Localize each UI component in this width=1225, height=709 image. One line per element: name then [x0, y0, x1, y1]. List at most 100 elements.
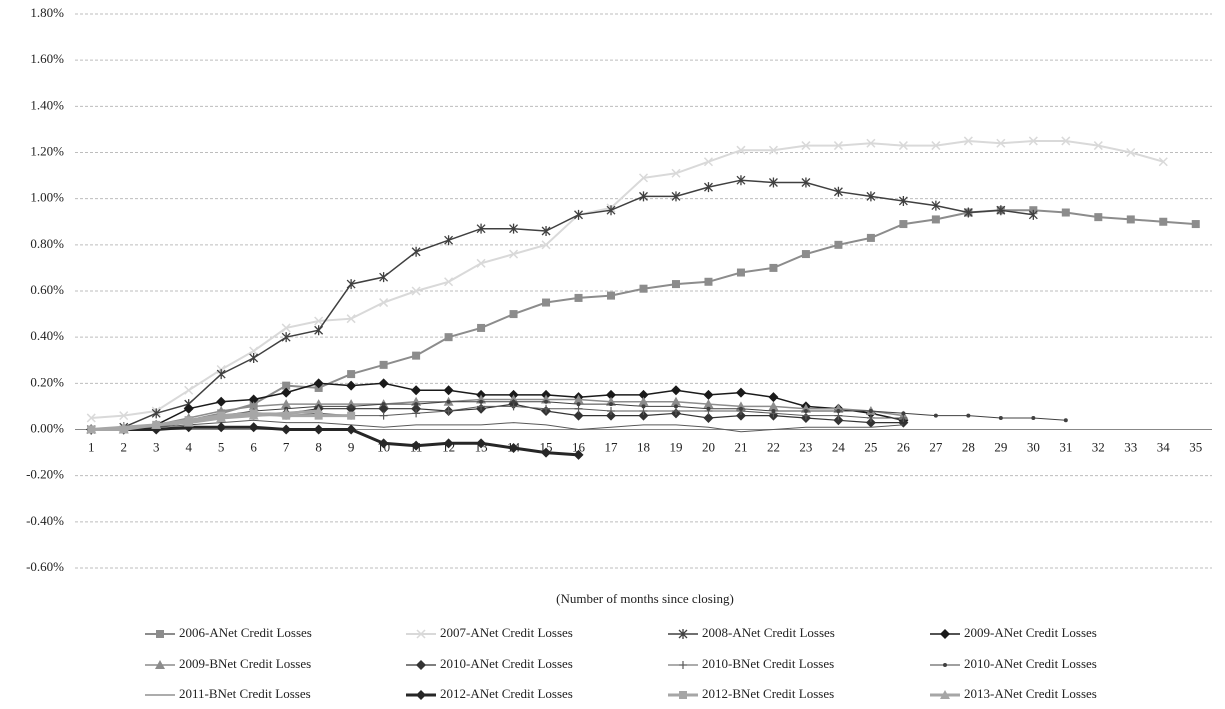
- marker: [898, 141, 908, 151]
- legend-marker: [943, 663, 947, 667]
- marker: [898, 195, 908, 206]
- marker: [281, 323, 291, 333]
- marker: [736, 145, 746, 155]
- marker: [963, 136, 973, 146]
- legend-label: 2011-BNet Credit Losses: [179, 686, 311, 701]
- marker: [313, 424, 324, 435]
- marker: [86, 413, 96, 423]
- marker: [574, 293, 583, 302]
- y-tick-label: 0.00%: [30, 420, 64, 435]
- marker: [933, 413, 938, 418]
- marker: [866, 138, 876, 148]
- marker: [639, 191, 648, 202]
- marker: [670, 385, 681, 396]
- legend-marker: [678, 629, 688, 639]
- marker: [118, 422, 129, 432]
- marker: [1061, 208, 1070, 217]
- marker: [1093, 141, 1103, 151]
- marker: [1061, 136, 1071, 146]
- legend-label: 2013-ANet Credit Losses: [964, 686, 1097, 701]
- marker: [411, 385, 422, 396]
- marker: [1063, 418, 1068, 423]
- legend-label: 2008-ANet Credit Losses: [702, 625, 835, 640]
- marker: [738, 406, 743, 411]
- x-tick-label: 27: [929, 439, 943, 454]
- legend-marker: [416, 690, 426, 700]
- marker: [281, 332, 291, 343]
- marker: [800, 403, 811, 413]
- marker: [476, 438, 487, 449]
- legend-label: 2007-ANet Credit Losses: [440, 625, 573, 640]
- legend-label: 2010-BNet Credit Losses: [702, 656, 834, 671]
- marker: [346, 380, 357, 391]
- x-tick-label: 33: [1124, 439, 1137, 454]
- marker: [801, 141, 811, 151]
- marker: [411, 286, 421, 296]
- x-tick-label: 7: [283, 439, 290, 454]
- marker: [771, 409, 776, 414]
- marker: [379, 298, 389, 308]
- marker: [477, 323, 486, 332]
- marker: [509, 223, 519, 234]
- marker: [314, 325, 324, 336]
- legend-label: 2006-ANet Credit Losses: [179, 625, 312, 640]
- marker: [834, 240, 843, 249]
- marker: [381, 402, 386, 407]
- marker: [443, 385, 454, 396]
- marker: [1094, 213, 1103, 222]
- marker: [703, 157, 714, 167]
- x-tick-label: 28: [962, 439, 975, 454]
- marker: [183, 417, 194, 427]
- marker: [865, 417, 876, 428]
- marker: [638, 396, 649, 406]
- marker: [703, 399, 714, 409]
- y-tick-label: 1.80%: [30, 5, 64, 20]
- marker: [1159, 217, 1168, 226]
- marker: [476, 394, 487, 404]
- marker: [412, 409, 421, 418]
- marker: [379, 360, 388, 369]
- marker: [607, 407, 616, 416]
- marker: [966, 413, 971, 418]
- legend-marker: [155, 660, 165, 669]
- marker: [801, 177, 811, 188]
- y-tick-label: 0.40%: [30, 328, 64, 343]
- marker: [508, 394, 519, 404]
- marker: [931, 215, 940, 224]
- marker: [671, 191, 681, 202]
- marker: [899, 220, 908, 229]
- marker: [768, 392, 779, 403]
- marker: [833, 141, 843, 151]
- legend-label: 2010-ANet Credit Losses: [440, 656, 573, 671]
- marker: [541, 394, 552, 404]
- legend-label: 2009-ANet Credit Losses: [964, 625, 1097, 640]
- x-tick-label: 30: [1027, 439, 1040, 454]
- marker: [704, 182, 713, 193]
- marker: [866, 233, 875, 242]
- y-tick-label: 1.60%: [30, 51, 64, 66]
- x-tick-label: 26: [897, 439, 911, 454]
- marker: [703, 412, 714, 423]
- marker: [509, 310, 518, 319]
- marker: [151, 408, 161, 419]
- marker: [573, 394, 584, 404]
- marker: [248, 401, 259, 411]
- marker: [931, 141, 941, 151]
- marker: [281, 408, 292, 418]
- marker: [216, 412, 227, 422]
- marker: [476, 258, 486, 268]
- y-tick-label: 1.00%: [30, 190, 64, 205]
- x-tick-label: 31: [1059, 439, 1072, 454]
- marker: [833, 415, 844, 426]
- marker: [508, 442, 519, 453]
- y-tick-label: -0.40%: [26, 513, 64, 528]
- x-tick-label: 16: [572, 439, 586, 454]
- marker: [544, 399, 549, 404]
- marker: [349, 404, 354, 409]
- marker: [609, 402, 614, 407]
- marker: [670, 396, 681, 406]
- legend-marker: [679, 691, 687, 699]
- y-tick-label: 0.20%: [30, 374, 64, 389]
- marker: [119, 411, 129, 421]
- marker: [412, 351, 421, 360]
